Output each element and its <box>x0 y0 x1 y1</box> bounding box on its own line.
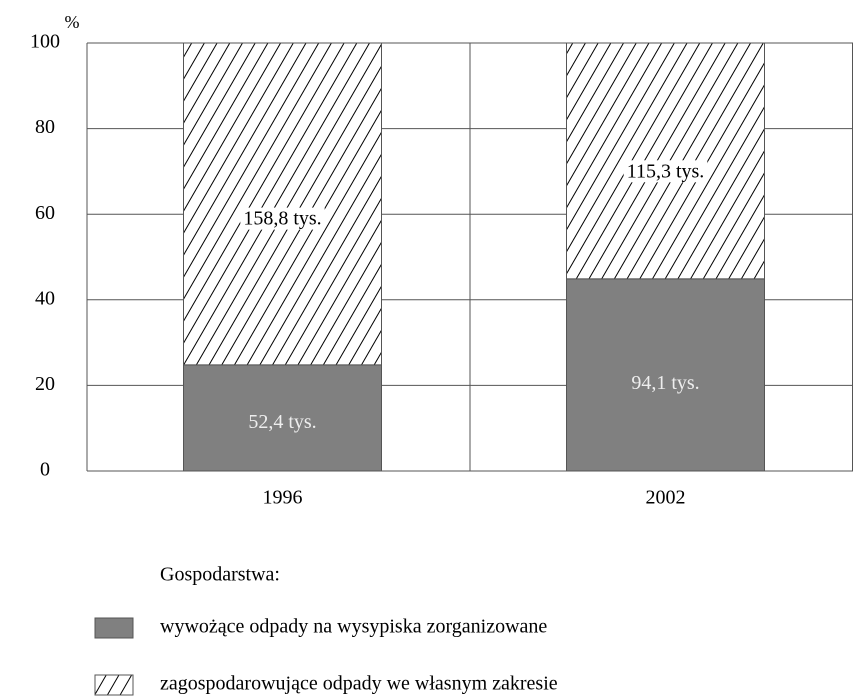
data-label-background <box>623 160 708 183</box>
legend-swatch <box>94 617 134 639</box>
y-tick-label: 80 <box>35 116 55 138</box>
legend-swatch <box>94 674 134 696</box>
y-tick-label: 100 <box>30 31 60 53</box>
data-label-group: 158,8 tys. <box>240 207 325 230</box>
bar-segment <box>183 42 382 366</box>
data-label-group: 115,3 tys. <box>623 160 708 183</box>
y-tick-label: 20 <box>35 373 55 395</box>
y-tick-label: 40 <box>35 287 55 309</box>
legend-title: Gospodarstwa: <box>160 564 280 586</box>
y-unit-label: % <box>65 12 80 32</box>
bar-segment <box>183 364 382 472</box>
legend-label: zagospodarowujące odpady we własnym zakr… <box>160 673 558 695</box>
data-label-background <box>240 207 325 230</box>
x-tick-label: 2002 <box>646 487 686 509</box>
data-label: 115,3 tys. <box>627 160 705 182</box>
legend-label: wywożące odpady na wysypiska zorganizowa… <box>160 616 547 638</box>
data-label: 94,1 tys. <box>631 372 699 394</box>
data-label: 52,4 tys. <box>248 411 316 433</box>
y-tick-label: 60 <box>35 202 55 224</box>
x-tick-label: 1996 <box>263 487 303 509</box>
bar-segment <box>566 278 765 472</box>
data-label: 158,8 tys. <box>243 208 321 230</box>
y-tick-label: 0 <box>40 459 50 481</box>
